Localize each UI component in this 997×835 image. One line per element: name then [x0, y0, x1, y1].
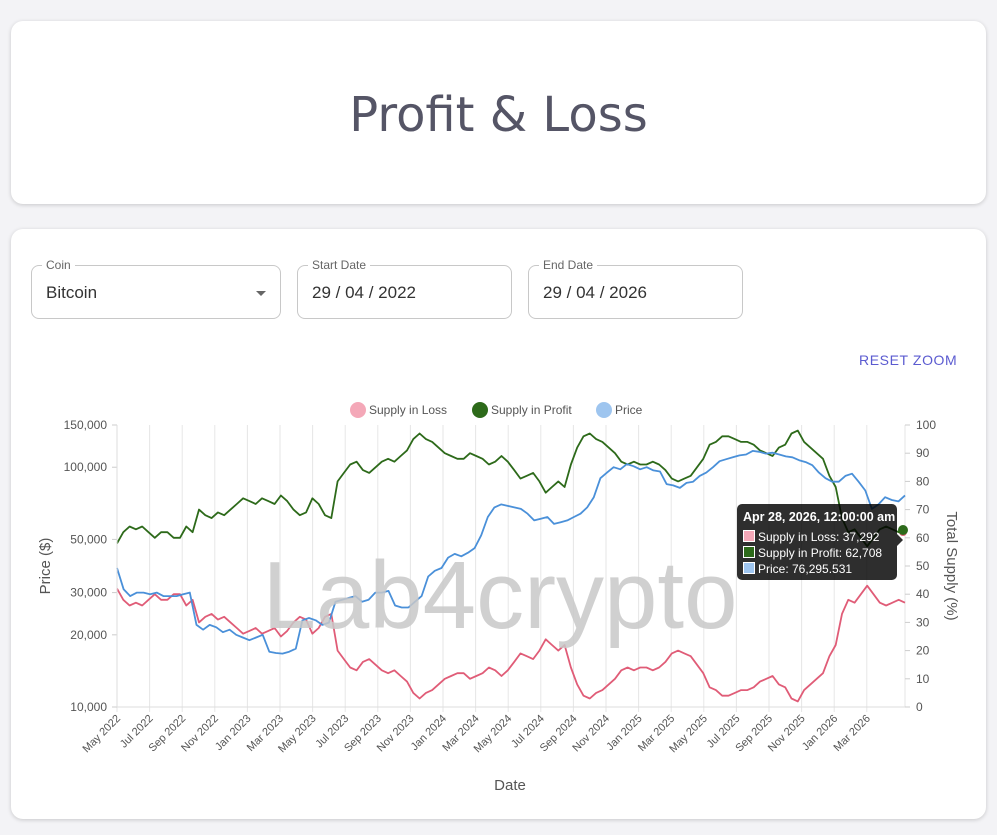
x-axis-title: Date: [494, 777, 526, 794]
y-left-tick-label: 20,000: [70, 628, 107, 642]
y-left-tick-label: 10,000: [70, 700, 107, 714]
y-axis-left-title: Price ($): [37, 538, 54, 595]
chart-tooltip: Apr 28, 2026, 12:00:00 am Supply in Loss…: [737, 504, 903, 580]
y-right-tick-label: 60: [916, 531, 930, 545]
page-title: Profit & Loss: [349, 87, 648, 143]
tooltip-arrow-icon: [897, 534, 903, 546]
y-right-tick-label: 10: [916, 672, 930, 686]
caret-down-icon[interactable]: [256, 291, 266, 296]
y-left-tick-label: 50,000: [70, 532, 107, 546]
tooltip-row-price: Price: 76,295.531: [743, 562, 852, 576]
start-date-value[interactable]: 29 / 04 / 2022: [312, 283, 416, 302]
y-right-tick-label: 30: [916, 615, 930, 629]
tooltip-price-value: Price: 76,295.531: [758, 562, 853, 576]
y-right-tick-label: 0: [916, 700, 923, 714]
tooltip-profit-value: Supply in Profit: 62,708: [758, 546, 883, 560]
series-line-supply-in-profit: [116, 429, 906, 548]
start-date-input[interactable]: Start Date 29 / 04 / 2022: [297, 258, 512, 319]
reset-zoom-button[interactable]: RESET ZOOM: [859, 352, 958, 368]
y-left-tick-label: 150,000: [64, 418, 108, 432]
tooltip-loss-value: Supply in Loss: 37,292: [758, 530, 880, 544]
tooltip-title: Apr 28, 2026, 12:00:00 am: [743, 510, 896, 524]
y-right-tick-label: 80: [916, 474, 930, 488]
loss-swatch-icon: [743, 530, 755, 542]
chart-legend[interactable]: Supply in Loss Supply in Profit Price: [350, 402, 643, 418]
y-right-tick-label: 20: [916, 644, 930, 658]
y-left-tick-label: 100,000: [64, 460, 108, 474]
tooltip-row-loss: Supply in Loss: 37,292: [743, 530, 879, 544]
end-date-value[interactable]: 29 / 04 / 2026: [543, 283, 647, 302]
y-right-tick-label: 50: [916, 559, 930, 573]
y-right-tick-label: 70: [916, 503, 930, 517]
start-date-label: Start Date: [308, 258, 371, 272]
legend-label-price[interactable]: Price: [615, 403, 643, 417]
profit-swatch-icon: [743, 546, 755, 558]
header-card: Profit & Loss: [11, 21, 986, 204]
y-axis-right-title: Total Supply (%): [943, 511, 960, 620]
y-left-tick-label: 30,000: [70, 586, 107, 600]
legend-dot-supply-in-profit[interactable]: [472, 402, 488, 418]
chart-series: [116, 429, 906, 703]
coin-select[interactable]: Coin Bitcoin: [31, 258, 281, 319]
coin-label: Coin: [42, 258, 75, 272]
y-right-tick-label: 90: [916, 446, 930, 460]
watermark: Lab4crypto: [263, 542, 738, 649]
legend-label-supply-in-profit[interactable]: Supply in Profit: [491, 403, 572, 417]
hover-point-profit: [898, 525, 908, 535]
legend-dot-supply-in-loss[interactable]: [350, 402, 366, 418]
end-date-label: End Date: [539, 258, 598, 272]
coin-value: Bitcoin: [46, 283, 98, 302]
y-right-tick-label: 40: [916, 587, 930, 601]
tooltip-row-profit: Supply in Profit: 62,708: [743, 546, 882, 560]
y-right-tick-label: 100: [916, 418, 936, 432]
legend-label-supply-in-loss[interactable]: Supply in Loss: [369, 403, 447, 417]
series-line-supply-in-loss: [116, 584, 906, 703]
legend-dot-price[interactable]: [596, 402, 612, 418]
series-line-price: [116, 449, 906, 655]
x-tick-label: May 2022: [80, 713, 123, 756]
end-date-input[interactable]: End Date 29 / 04 / 2026: [528, 258, 743, 319]
price-swatch-icon: [743, 562, 755, 574]
